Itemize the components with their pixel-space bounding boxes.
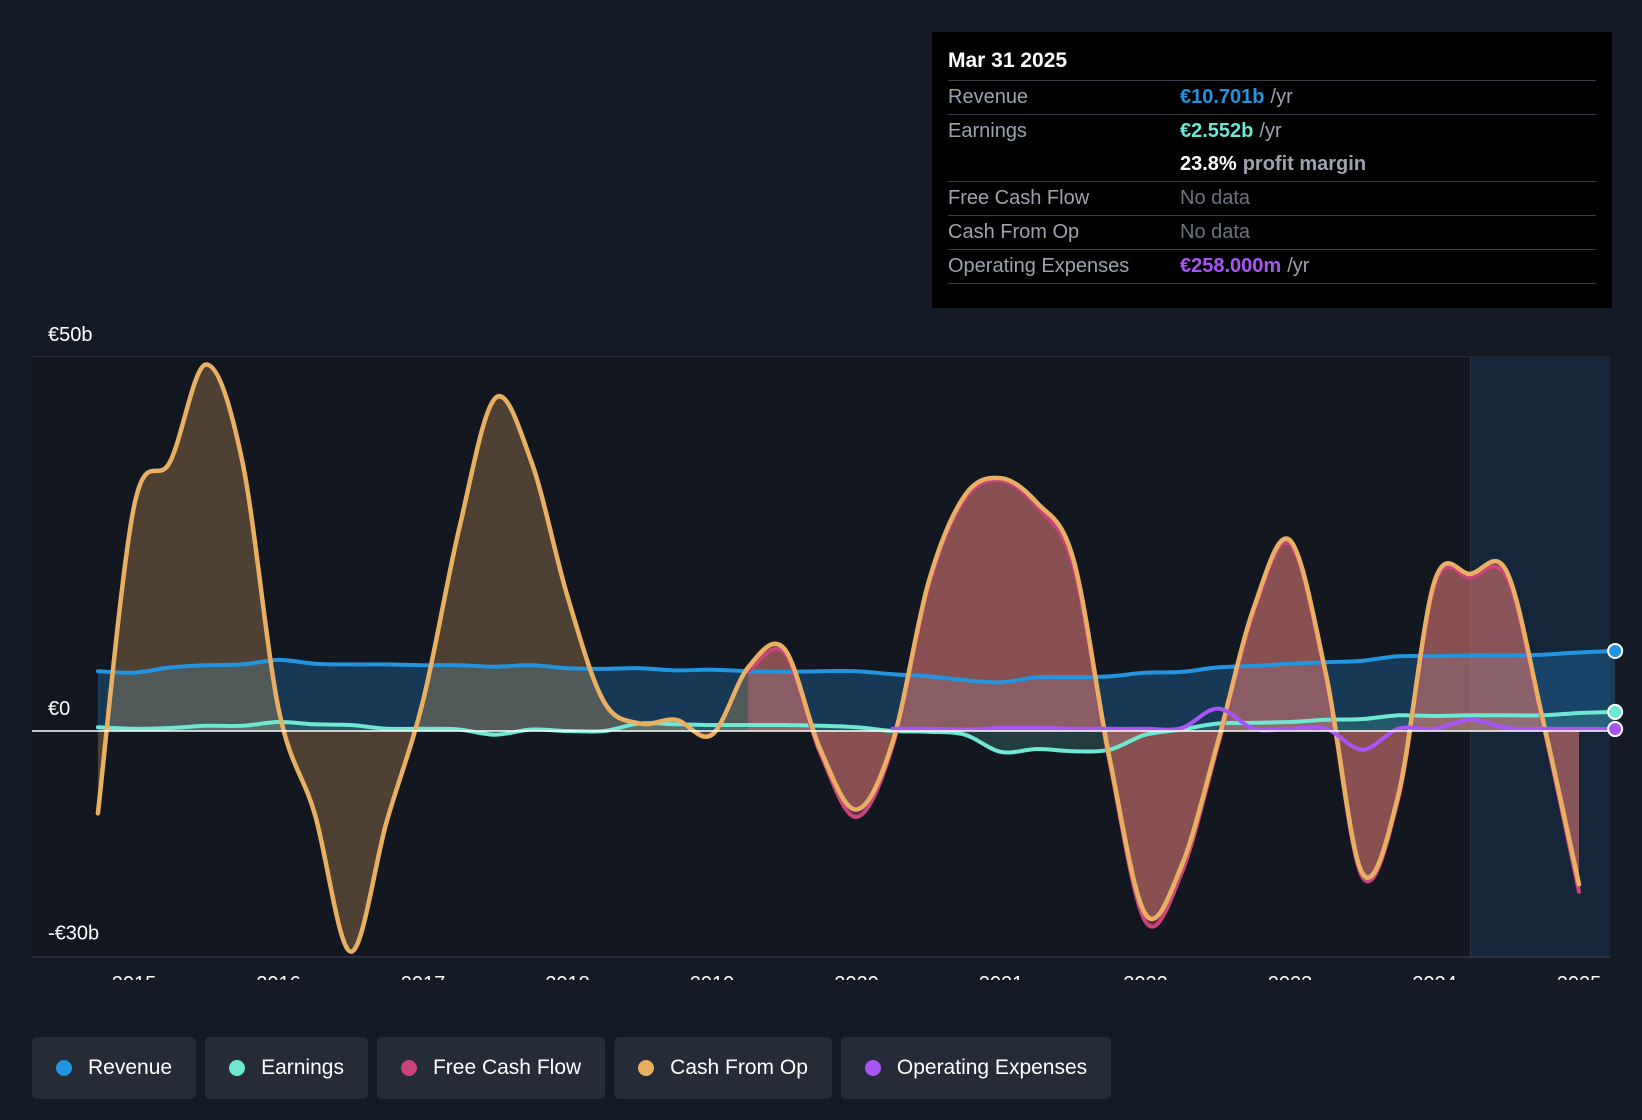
legend-label: Earnings — [261, 1056, 344, 1079]
tooltip-unit: /yr — [1270, 86, 1293, 108]
legend-label: Operating Expenses — [896, 1056, 1088, 1079]
data-tooltip: Mar 31 2025 Revenue €10.701b /yr Earning… — [932, 32, 1612, 308]
legend-dot-icon — [56, 1060, 72, 1076]
tooltip-earnings-value: €2.552b — [1180, 120, 1254, 142]
endpoint-revenue — [1607, 642, 1624, 659]
x-tick-label: 2023 — [1268, 973, 1313, 980]
series-endpoints — [1607, 642, 1624, 738]
x-tick-label: 2016 — [256, 973, 301, 980]
tooltip-date: Mar 31 2025 — [948, 46, 1596, 81]
endpoint-opex — [1607, 721, 1624, 738]
x-tick-label: 2019 — [690, 973, 735, 980]
x-tick-label: 2024 — [1412, 973, 1457, 980]
x-tick-label: 2017 — [401, 973, 446, 980]
legend-label: Cash From Op — [670, 1056, 808, 1079]
tooltip-row-margin: 23.8% profit margin — [948, 148, 1596, 182]
y-axis-labels: €50b €0 -€30b — [48, 324, 99, 944]
tooltip-row-earnings: Earnings €2.552b /yr — [948, 115, 1596, 148]
series-lines — [32, 362, 1618, 958]
y-tick-label: €0 — [48, 698, 70, 720]
tooltip-label: Revenue — [948, 86, 1029, 108]
legend-item-free-cash-flow[interactable]: Free Cash Flow — [376, 1037, 606, 1099]
legend-label: Revenue — [88, 1056, 173, 1079]
line-opex — [890, 706, 1618, 752]
legend-label: Free Cash Flow — [432, 1056, 582, 1079]
tooltip-cfo-value: No data — [1180, 221, 1251, 243]
tooltip-label: Free Cash Flow — [948, 187, 1090, 209]
legend-dot-icon — [864, 1060, 881, 1076]
legend-item-earnings[interactable]: Earnings — [205, 1037, 368, 1099]
legend-item-revenue[interactable]: Revenue — [32, 1037, 197, 1099]
tooltip-label: Earnings — [948, 120, 1027, 142]
tooltip-row-cfo: Cash From Op No data — [948, 216, 1596, 250]
tooltip-unit: /yr — [1287, 255, 1310, 277]
x-axis-labels: 2015 2016 2017 2018 2019 2020 2021 2022 2023 2024… — [112, 973, 1602, 980]
y-tick-label: -€30b — [48, 922, 99, 944]
area-cfo — [97, 364, 1579, 952]
legend-dot-icon — [229, 1060, 246, 1076]
chart-legend: Revenue Earnings Free Cash Flow Cash Fro… — [32, 1037, 1112, 1099]
tooltip-margin-label: profit margin — [1242, 153, 1367, 175]
x-tick-label: 2020 — [834, 973, 879, 980]
line-earnings — [95, 709, 1618, 755]
tooltip-opex-value: €258.000m — [1180, 255, 1282, 277]
chart-canvas: €50b €0 -€30b 2015 2016 2017 2018 2019 2020 2021… — [32, 324, 1624, 980]
tooltip-label: Operating Expenses — [948, 255, 1130, 277]
tooltip-unit: /yr — [1259, 120, 1282, 142]
line-cfo — [95, 362, 1582, 954]
area-fcf — [748, 480, 1579, 927]
legend-item-operating-expenses[interactable]: Operating Expenses — [840, 1037, 1112, 1099]
tooltip-margin-value: 23.8% — [1180, 153, 1237, 175]
legend-dot-icon — [400, 1060, 417, 1076]
legend-dot-icon — [638, 1060, 655, 1076]
x-tick-label: 2021 — [979, 973, 1024, 980]
y-tick-label: €50b — [48, 324, 93, 346]
tooltip-row-opex: Operating Expenses €258.000m /yr — [948, 250, 1596, 284]
legend-item-cash-from-op[interactable]: Cash From Op — [614, 1037, 832, 1099]
endpoint-earnings — [1607, 703, 1624, 720]
x-tick-label: 2018 — [545, 973, 590, 980]
x-tick-label: 2022 — [1123, 973, 1168, 980]
tooltip-revenue-value: €10.701b — [1180, 86, 1265, 108]
tooltip-fcf-value: No data — [1180, 187, 1251, 209]
tooltip-label: Cash From Op — [948, 221, 1080, 243]
tooltip-row-fcf: Free Cash Flow No data — [948, 182, 1596, 216]
x-tick-label: 2025 — [1557, 973, 1602, 980]
x-tick-label: 2015 — [112, 973, 157, 980]
tooltip-row-revenue: Revenue €10.701b /yr — [948, 81, 1596, 115]
line-revenue — [95, 649, 1618, 685]
